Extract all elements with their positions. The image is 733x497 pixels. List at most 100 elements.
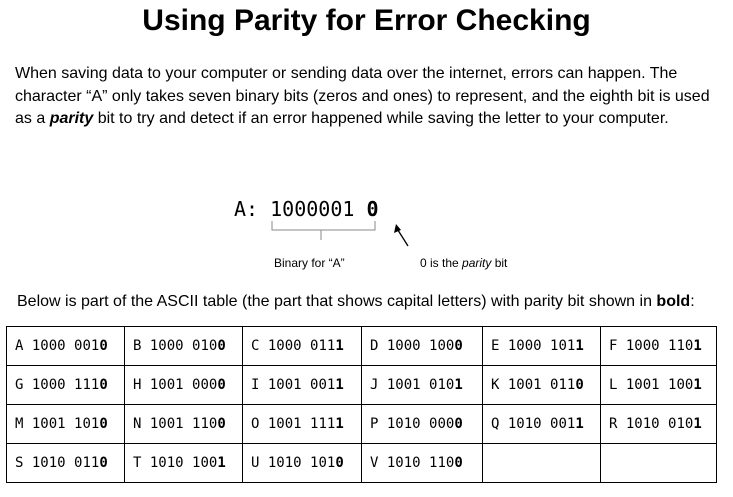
table-cell: P 1010 0000 (361, 404, 483, 444)
table-cell: T 1010 1001 (124, 443, 243, 483)
cell-bits: 1000 100 (386, 338, 455, 354)
cell-letter: G (15, 377, 24, 393)
table-cell: V 1010 1100 (361, 443, 483, 483)
cell-bits: 1001 010 (386, 377, 455, 393)
cell-letter: M (15, 416, 24, 432)
cell-bits: 1010 100 (149, 455, 218, 471)
cell-parity-bit: 0 (99, 455, 108, 471)
cell-letter: T (133, 455, 142, 471)
example-data-bits: 1000001 (270, 197, 355, 221)
table-cell: A 1000 0010 (6, 326, 125, 366)
cell-letter: U (251, 455, 260, 471)
cell-bits: 1001 011 (507, 377, 576, 393)
table-cell: H 1001 0000 (124, 365, 243, 405)
parity-emphasis: parity (49, 110, 94, 127)
cell-letter: F (609, 338, 618, 354)
table-cell: U 1010 1010 (242, 443, 362, 483)
table-cell: F 1000 1101 (600, 326, 717, 366)
table-cell: O 1001 1111 (242, 404, 362, 444)
cell-bits: 1001 000 (149, 377, 218, 393)
parity-caption: 0 is the parity bit (420, 256, 508, 270)
cell-bits: 1001 001 (267, 377, 336, 393)
cell-bits: 1010 110 (386, 455, 455, 471)
intro-text-part2: bit to try and detect if an error happen… (93, 110, 669, 127)
table-cell: C 1000 0111 (242, 326, 362, 366)
cell-parity-bit: 0 (575, 377, 584, 393)
cell-bits: 1000 011 (267, 338, 336, 354)
cell-letter: I (251, 377, 260, 393)
cell-letter: E (491, 338, 500, 354)
annotation-diagram (271, 221, 409, 247)
cell-bits: 1010 001 (507, 416, 576, 432)
binary-caption: Binary for “A” (274, 256, 345, 270)
table-cell: Q 1010 0011 (482, 404, 601, 444)
cell-parity-bit: 1 (335, 377, 344, 393)
table-row: A 1000 0010 B 1000 0100 C 1000 0111 D 1000 … (6, 326, 717, 366)
cell-parity-bit: 0 (99, 338, 108, 354)
table-cell: N 1001 1100 (124, 404, 243, 444)
cell-parity-bit: 0 (217, 416, 226, 432)
cell-parity-bit: 1 (693, 338, 702, 354)
cell-parity-bit: 0 (99, 416, 108, 432)
cell-letter: K (491, 377, 500, 393)
cell-bits: 1010 101 (267, 455, 336, 471)
cell-parity-bit: 0 (454, 338, 463, 354)
parity-caption-italic: parity (462, 256, 492, 270)
table-cell: S 1010 0110 (6, 443, 125, 483)
example-binary-code: A: 1000001 0 (234, 197, 379, 221)
cell-letter: L (609, 377, 618, 393)
cell-bits: 1010 010 (625, 416, 694, 432)
cell-bits: 1000 110 (625, 338, 694, 354)
table-cell: G 1000 1110 (6, 365, 125, 405)
cell-letter: Q (491, 416, 500, 432)
table-cell: E 1000 1011 (482, 326, 601, 366)
table-cell (482, 443, 601, 483)
cell-bits: 1001 101 (31, 416, 100, 432)
table-row: S 1010 0110 T 1010 1001 U 1010 1010 V 1010 … (6, 443, 717, 483)
intro-text-part1: When saving data to your computer or sen… (15, 65, 710, 127)
cell-parity-bit: 1 (335, 416, 344, 432)
cell-parity-bit: 0 (335, 455, 344, 471)
cell-letter: B (133, 338, 142, 354)
cell-letter: C (251, 338, 260, 354)
page-title: Using Parity for Error Checking (142, 4, 591, 37)
cell-bits: 1001 110 (149, 416, 218, 432)
cell-parity-bit: 1 (217, 455, 226, 471)
cell-parity-bit: 1 (693, 416, 702, 432)
table-cell: B 1000 0100 (124, 326, 243, 366)
cell-bits: 1000 111 (31, 377, 100, 393)
cell-letter: O (251, 416, 260, 432)
cell-bits: 1000 001 (31, 338, 100, 354)
cell-parity-bit: 1 (454, 377, 463, 393)
data-bits-brace-icon (271, 221, 376, 240)
table-cell (600, 443, 717, 483)
cell-letter: P (370, 416, 379, 432)
cell-letter: J (370, 377, 379, 393)
cell-parity-bit: 0 (454, 416, 463, 432)
cell-bits: 1000 010 (149, 338, 218, 354)
cell-letter: H (133, 377, 142, 393)
table-cell: D 1000 1000 (361, 326, 483, 366)
cell-letter: D (370, 338, 379, 354)
table-cell: I 1001 0011 (242, 365, 362, 405)
intro-paragraph: When saving data to your computer or sen… (15, 63, 720, 131)
cell-letter: V (370, 455, 379, 471)
example-parity-bit: 0 (366, 197, 379, 221)
cell-bits: 1001 111 (267, 416, 336, 432)
cell-bits: 1010 000 (386, 416, 455, 432)
cell-letter: N (133, 416, 142, 432)
example-prefix: A: (234, 197, 271, 221)
cell-parity-bit: 0 (217, 377, 226, 393)
cell-parity-bit: 1 (693, 377, 702, 393)
table-intro: Below is part of the ASCII table (the pa… (17, 293, 695, 310)
arrow-head-icon (394, 224, 401, 233)
cell-parity-bit: 0 (217, 338, 226, 354)
cell-letter: A (15, 338, 24, 354)
bold-word: bold (656, 293, 691, 310)
table-cell: M 1001 1010 (6, 404, 125, 444)
cell-parity-bit: 1 (575, 416, 584, 432)
cell-bits: 1000 101 (507, 338, 576, 354)
cell-parity-bit: 1 (575, 338, 584, 354)
table-cell: J 1001 0101 (361, 365, 483, 405)
cell-bits: 1010 011 (31, 455, 100, 471)
